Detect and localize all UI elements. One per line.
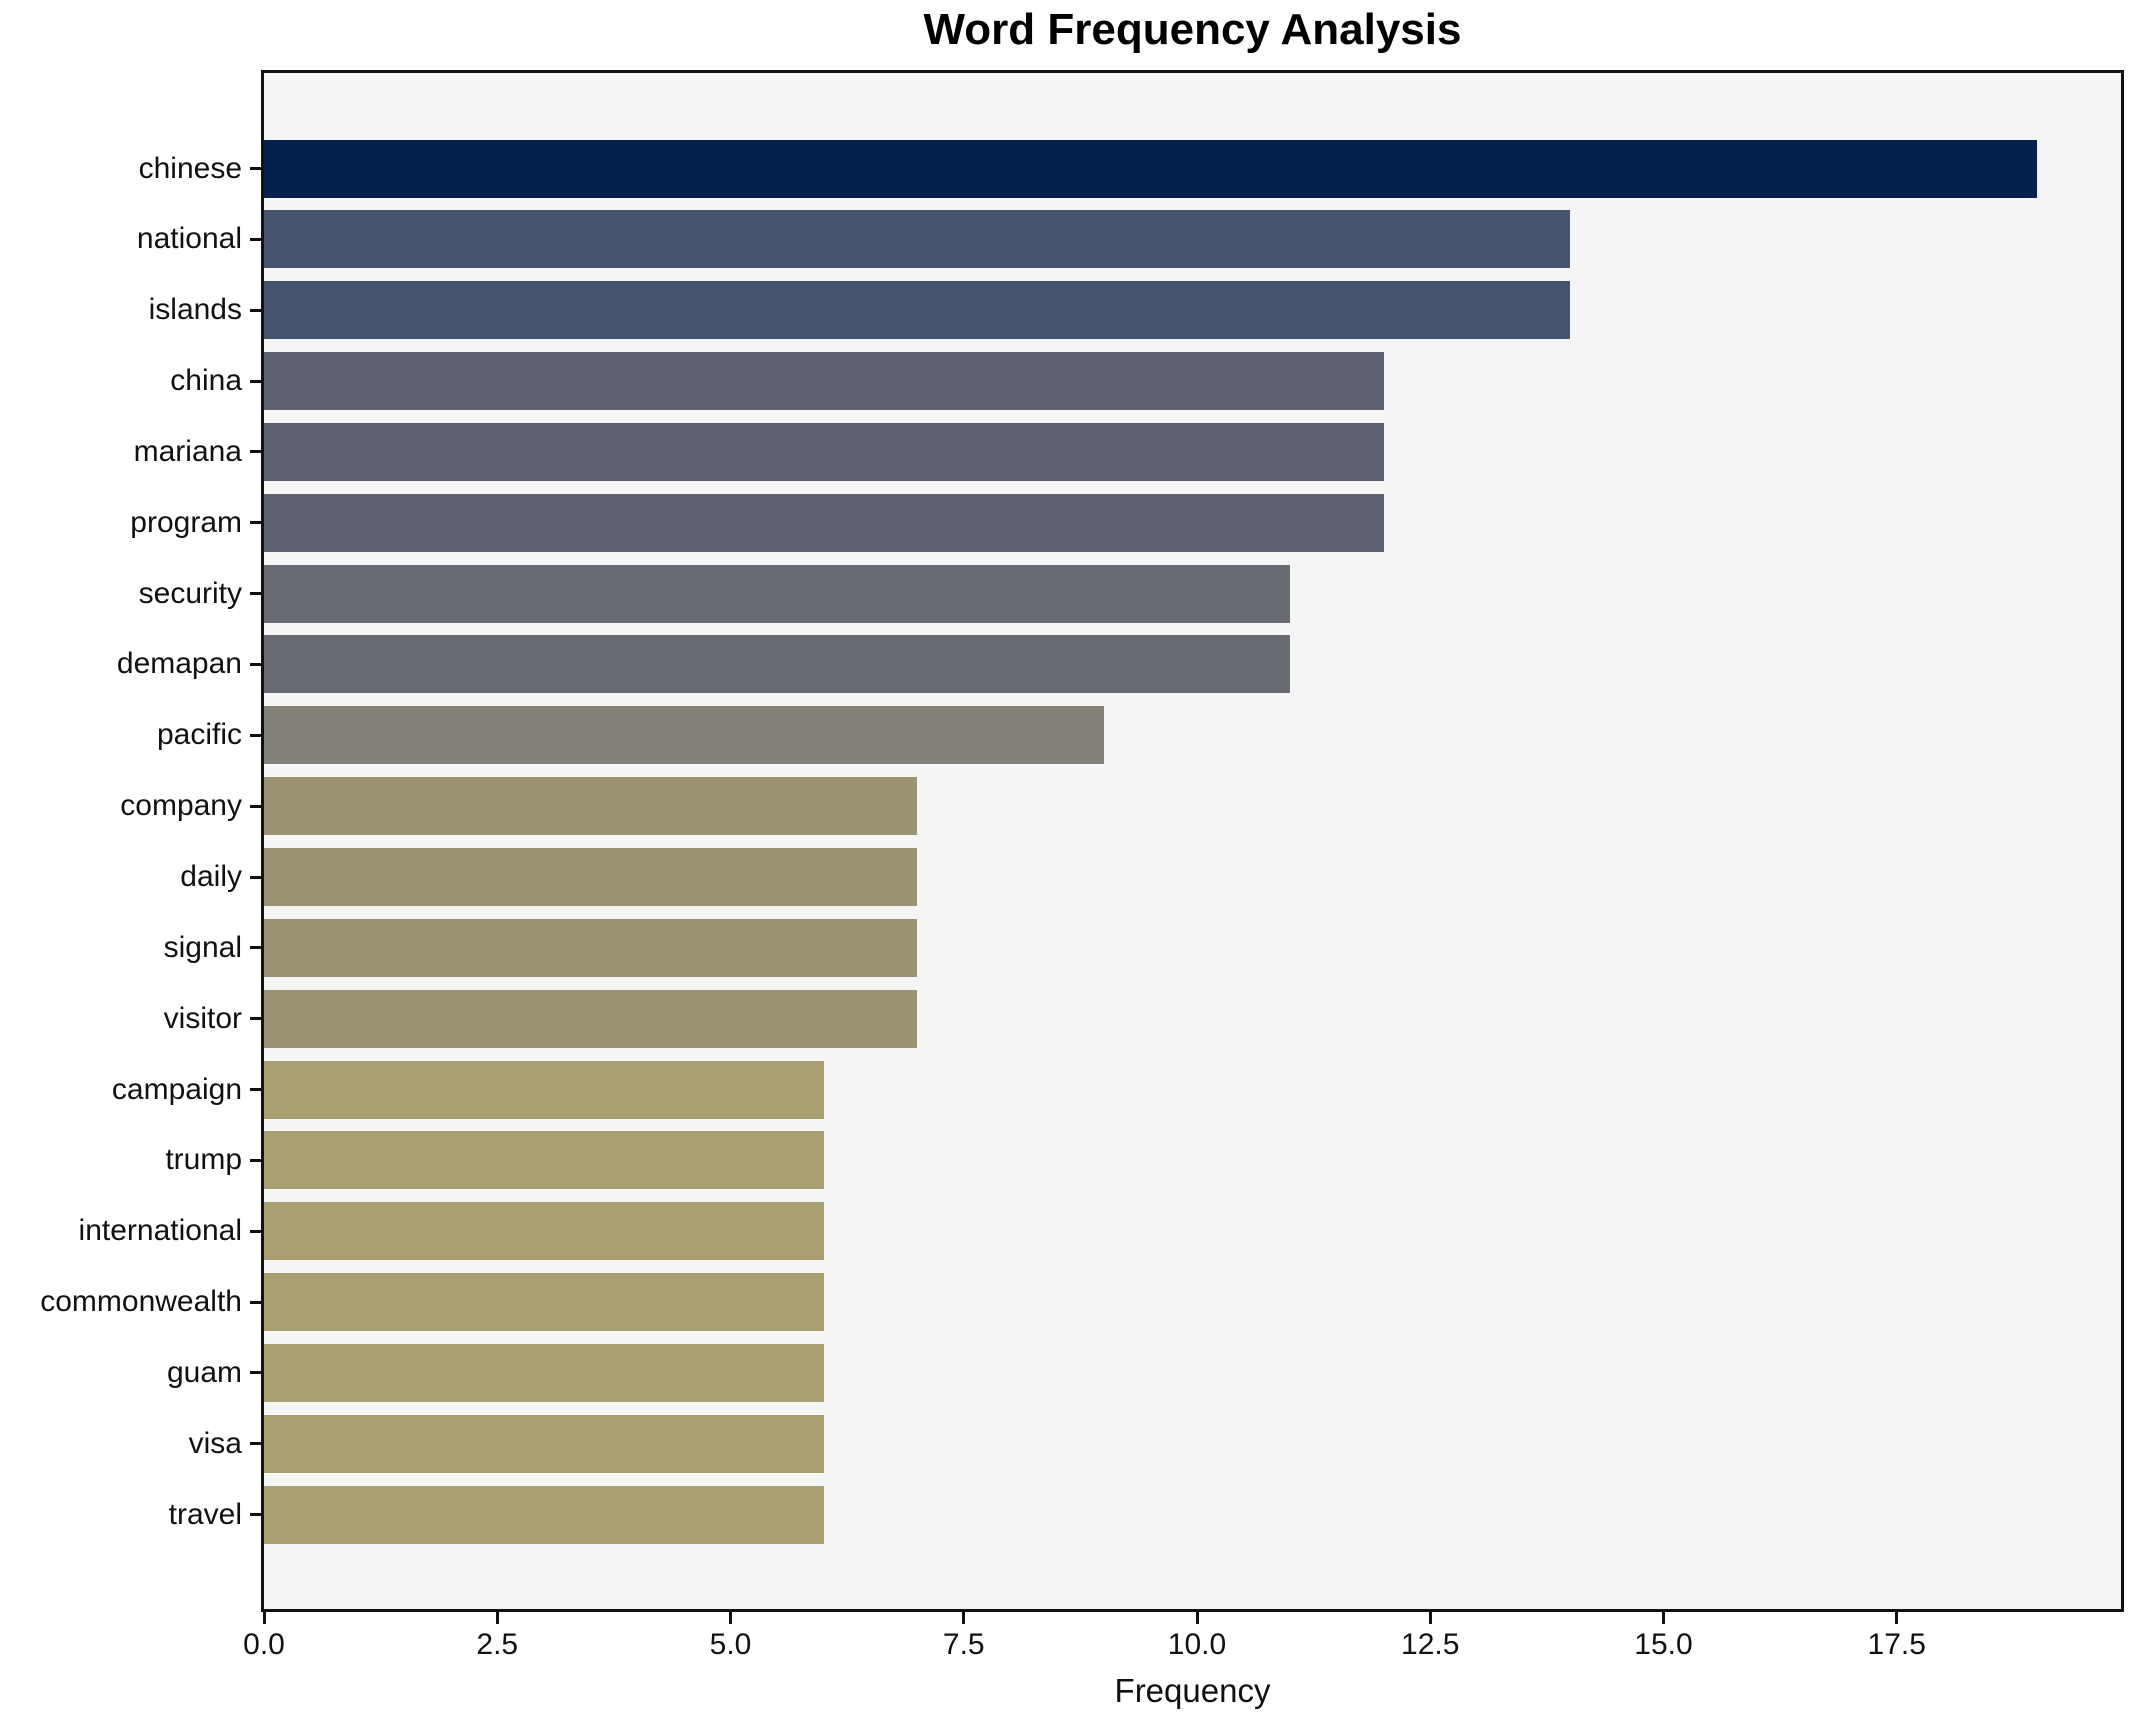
- y-tick-trump: [250, 1158, 261, 1162]
- x-tick-17.5: [1895, 1612, 1899, 1624]
- y-tick-label-mariana: mariana: [133, 434, 242, 468]
- y-tick-label-chinese: chinese: [138, 151, 242, 185]
- y-tick-commonwealth: [250, 1300, 261, 1304]
- x-tick-2.5: [495, 1612, 499, 1624]
- y-tick-label-guam: guam: [166, 1355, 242, 1389]
- bar-islands: [264, 281, 1570, 340]
- x-tick-0.0: [262, 1612, 266, 1624]
- y-tick-chinese: [250, 167, 261, 170]
- bar-campaign: [264, 1060, 824, 1119]
- y-tick-company: [250, 804, 261, 808]
- bar-international: [264, 1202, 824, 1261]
- y-tick-label-commonwealth: commonwealth: [40, 1285, 242, 1319]
- y-tick-label-national: national: [136, 222, 242, 256]
- y-tick-label-islands: islands: [148, 293, 242, 327]
- y-tick-signal: [250, 946, 261, 950]
- bar-program: [264, 493, 1384, 552]
- y-tick-label-trump: trump: [165, 1143, 242, 1177]
- bar-company: [264, 777, 917, 836]
- y-tick-international: [250, 1229, 261, 1233]
- y-tick-label-company: company: [120, 789, 242, 823]
- y-tick-campaign: [250, 1088, 261, 1092]
- bar-visitor: [264, 989, 917, 1048]
- bar-mariana: [264, 422, 1384, 481]
- plot-area: [261, 70, 2124, 1612]
- y-tick-pacific: [250, 733, 261, 737]
- x-tick-10.0: [1195, 1612, 1199, 1624]
- bar-commonwealth: [264, 1273, 824, 1332]
- x-tick-15.0: [1662, 1612, 1665, 1624]
- y-tick-label-travel: travel: [168, 1497, 242, 1531]
- y-tick-program: [250, 521, 261, 525]
- y-tick-label-visitor: visitor: [163, 1001, 242, 1035]
- x-tick-label-2.5: 2.5: [476, 1628, 519, 1661]
- y-tick-islands: [250, 308, 261, 312]
- bar-signal: [264, 918, 917, 977]
- y-tick-label-visa: visa: [188, 1426, 242, 1460]
- y-tick-label-security: security: [138, 576, 242, 610]
- y-tick-national: [250, 237, 261, 241]
- bar-security: [264, 564, 1290, 623]
- y-tick-label-campaign: campaign: [111, 1072, 242, 1106]
- bar-trump: [264, 1131, 824, 1190]
- chart-title: Word Frequency Analysis: [923, 5, 1462, 54]
- x-tick-7.5: [962, 1612, 966, 1624]
- x-axis-label: Frequency: [1114, 1672, 1271, 1709]
- bar-china: [264, 352, 1384, 411]
- y-tick-label-signal: signal: [163, 930, 242, 964]
- x-tick-label-15.0: 15.0: [1634, 1628, 1693, 1661]
- y-tick-label-program: program: [130, 505, 242, 539]
- y-tick-daily: [250, 875, 261, 879]
- bar-visa: [264, 1414, 824, 1473]
- x-tick-5.0: [729, 1612, 732, 1624]
- x-tick-label-17.5: 17.5: [1867, 1628, 1926, 1661]
- y-tick-china: [250, 379, 261, 383]
- bar-travel: [264, 1485, 824, 1544]
- y-tick-travel: [250, 1513, 261, 1517]
- bar-chinese: [264, 139, 2037, 198]
- y-tick-label-china: china: [170, 364, 242, 398]
- bar-pacific: [264, 706, 1104, 765]
- y-tick-guam: [250, 1371, 261, 1375]
- x-tick-label-12.5: 12.5: [1401, 1628, 1460, 1661]
- y-tick-demapan: [250, 662, 261, 666]
- y-tick-label-pacific: pacific: [156, 718, 242, 752]
- y-tick-label-international: international: [78, 1214, 242, 1248]
- y-tick-security: [250, 592, 261, 596]
- y-tick-visa: [250, 1442, 261, 1446]
- bar-national: [264, 210, 1570, 269]
- y-tick-visitor: [250, 1017, 261, 1021]
- bar-guam: [264, 1343, 824, 1402]
- x-tick-label-7.5: 7.5: [942, 1628, 985, 1661]
- x-tick-label-10.0: 10.0: [1167, 1628, 1227, 1661]
- y-tick-label-demapan: demapan: [116, 647, 242, 681]
- y-tick-mariana: [250, 450, 261, 454]
- x-tick-12.5: [1428, 1612, 1432, 1624]
- bar-daily: [264, 848, 917, 906]
- x-tick-label-5.0: 5.0: [709, 1628, 752, 1661]
- bar-demapan: [264, 635, 1290, 694]
- x-tick-label-0.0: 0.0: [243, 1628, 285, 1661]
- y-tick-label-daily: daily: [180, 860, 242, 893]
